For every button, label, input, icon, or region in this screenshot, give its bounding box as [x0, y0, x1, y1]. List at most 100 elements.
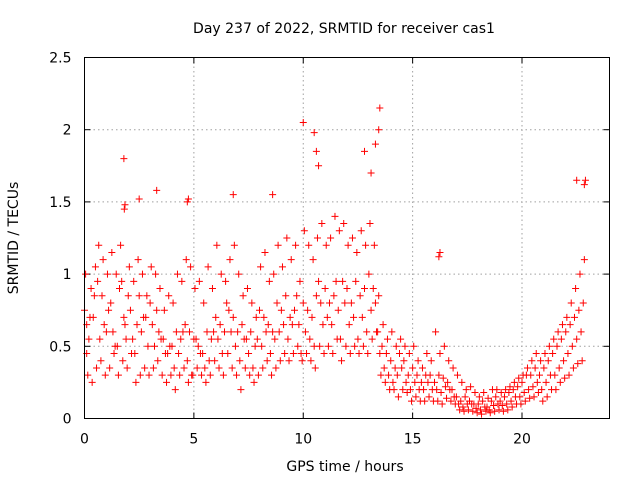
grid-layer [84, 57, 610, 419]
data-point [121, 201, 129, 209]
data-point [371, 140, 379, 148]
data-point [364, 350, 372, 358]
data-point [352, 277, 360, 285]
data-point [226, 256, 234, 264]
data-point [99, 256, 107, 264]
data-point [580, 256, 588, 264]
data-point [300, 227, 308, 235]
data-point [134, 256, 142, 264]
data-point [417, 378, 425, 386]
data-point [101, 371, 109, 379]
data-point [287, 256, 295, 264]
data-point [113, 342, 121, 350]
data-point [135, 292, 143, 300]
data-point [549, 350, 557, 358]
data-point [251, 342, 259, 350]
data-point [124, 292, 132, 300]
data-point [418, 364, 426, 372]
data-point [319, 321, 327, 329]
data-point [196, 350, 204, 358]
data-point [338, 357, 346, 365]
data-point [305, 241, 313, 249]
data-point [250, 378, 258, 386]
data-point [112, 270, 120, 278]
data-point [286, 313, 294, 321]
data-point [227, 328, 235, 336]
data-point [327, 234, 335, 242]
data-point [354, 335, 362, 343]
data-point [289, 350, 297, 358]
chart-title: Day 237 of 2022, SRMTID for receiver cas… [193, 21, 495, 37]
data-point [526, 394, 534, 402]
data-point [381, 378, 389, 386]
data-point [308, 313, 316, 321]
data-point [363, 328, 371, 336]
data-point [122, 335, 130, 343]
data-point [317, 299, 325, 307]
data-point [86, 313, 94, 321]
data-point [567, 299, 575, 307]
data-point [264, 321, 272, 329]
data-point [424, 378, 432, 386]
data-point [569, 364, 577, 372]
data-point [261, 248, 269, 256]
data-point [494, 400, 502, 408]
data-point [436, 248, 444, 256]
data-point [515, 374, 523, 382]
data-point [482, 407, 490, 415]
data-point [256, 306, 263, 314]
data-point [153, 306, 161, 314]
y-tick-label: 0.5 [49, 339, 71, 355]
data-point [200, 299, 208, 307]
data-point [408, 397, 416, 405]
data-point [538, 386, 546, 394]
data-point [376, 104, 384, 112]
data-point [87, 285, 95, 293]
data-point [566, 321, 574, 329]
data-point [176, 371, 184, 379]
data-point [550, 335, 558, 343]
data-point [120, 155, 128, 163]
data-point [495, 406, 503, 414]
y-tick-label: 2.5 [49, 51, 71, 67]
data-point [136, 371, 144, 379]
data-point [358, 313, 366, 321]
data-point [98, 292, 106, 300]
data-point [521, 397, 529, 405]
data-point [552, 386, 560, 394]
data-point [501, 393, 508, 401]
data-point [278, 263, 286, 271]
data-point [353, 248, 361, 256]
data-point [474, 400, 482, 408]
data-point [348, 234, 356, 242]
data-point [96, 335, 104, 343]
data-point [184, 195, 192, 203]
data-point [396, 350, 403, 358]
data-point [491, 407, 499, 415]
data-point [441, 383, 449, 391]
data-point [258, 342, 266, 350]
data-point [390, 386, 398, 394]
data-point [118, 277, 126, 285]
points-layer [81, 104, 589, 418]
data-point [183, 198, 191, 206]
data-point [404, 371, 412, 379]
data-point [132, 378, 140, 386]
data-point [133, 321, 141, 329]
data-point [560, 357, 568, 365]
data-point [399, 386, 407, 394]
data-point [145, 371, 153, 379]
data-point [472, 404, 480, 412]
data-point [138, 270, 146, 278]
data-point [450, 393, 458, 401]
data-point [175, 350, 183, 358]
data-point [91, 263, 99, 271]
data-point [523, 364, 531, 372]
data-point [576, 270, 584, 278]
data-point [198, 371, 206, 379]
data-point [125, 263, 133, 271]
data-point [375, 292, 383, 300]
data-point [461, 393, 469, 401]
data-point [420, 386, 428, 394]
data-point [137, 328, 145, 336]
